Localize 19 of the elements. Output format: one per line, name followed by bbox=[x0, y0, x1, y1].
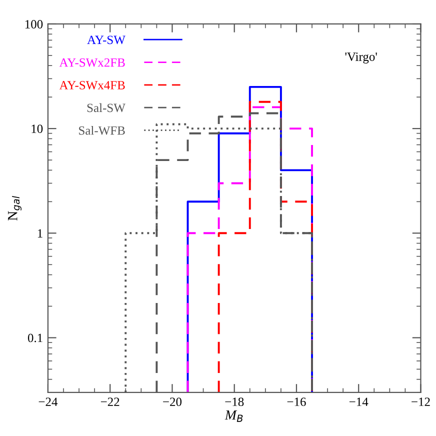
legend-label: AY-SW bbox=[87, 36, 126, 44]
x-tick-label: −12 bbox=[412, 398, 430, 406]
x-tick-label: −18 bbox=[225, 398, 244, 406]
x-tick-label: −24 bbox=[38, 398, 58, 406]
x-tick-label: −16 bbox=[287, 398, 306, 406]
y-axis-title: N$_{gal}$ bbox=[8, 196, 22, 220]
x-tick-label: −22 bbox=[100, 398, 120, 406]
legend-label: AY-SWx2FB bbox=[59, 58, 125, 67]
legend-label: AY-SWx4FB bbox=[59, 81, 125, 90]
y-tick-label: 100 bbox=[25, 20, 43, 28]
legend-label: Sal-WFB bbox=[79, 126, 125, 135]
y-tick-label: 0.1 bbox=[28, 334, 42, 342]
y-tick-label: 1 bbox=[38, 229, 42, 238]
y-tick-label: 10 bbox=[32, 124, 43, 134]
x-tick-label: −20 bbox=[163, 398, 182, 406]
x-tick-label: −14 bbox=[349, 398, 368, 406]
x-axis-title: M$_{B}$ bbox=[224, 410, 243, 422]
annotation: 'Virgo' bbox=[345, 52, 377, 64]
legend-label: Sal-SW bbox=[87, 103, 126, 112]
